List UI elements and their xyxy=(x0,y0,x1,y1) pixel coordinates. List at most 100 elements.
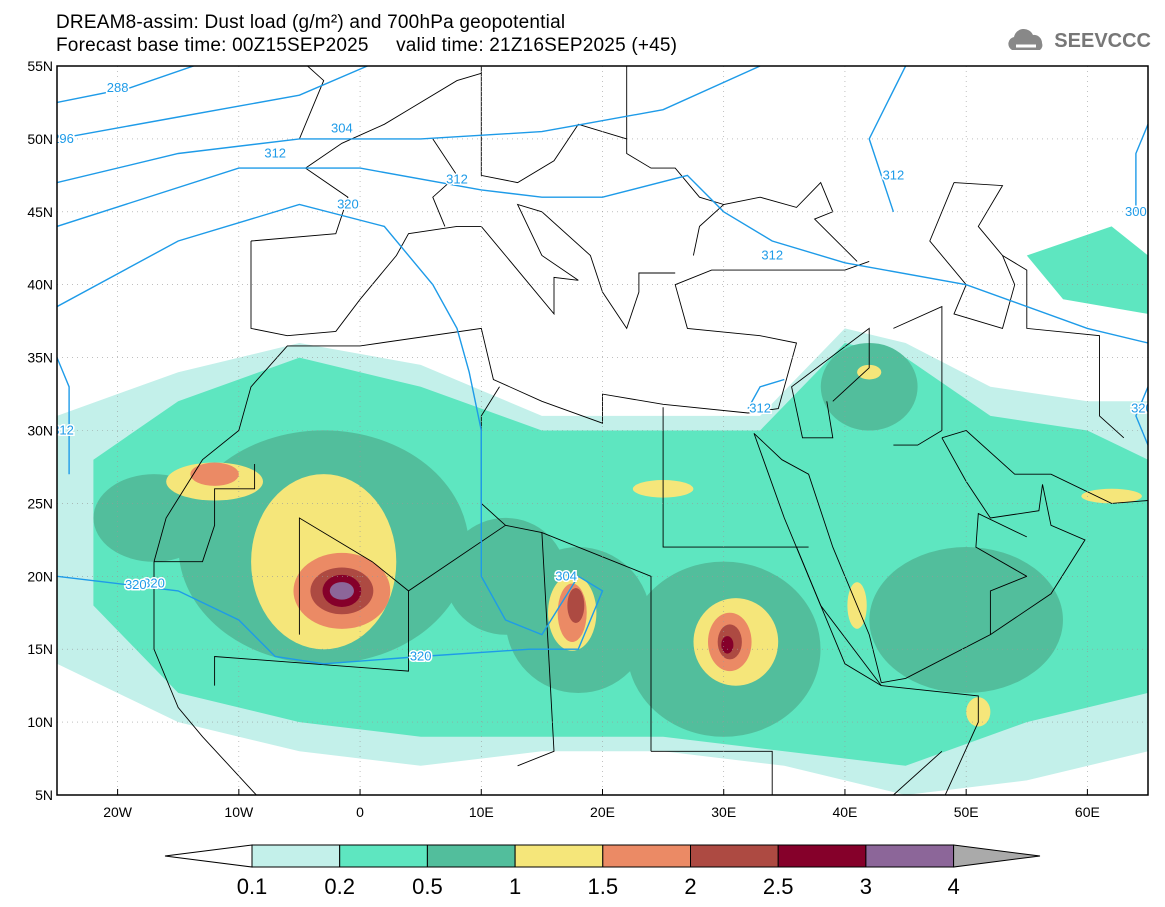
lon-label: 20E xyxy=(590,804,615,820)
contour-label: 312 xyxy=(52,423,74,438)
border-line xyxy=(929,182,1016,329)
colorbar-swatch-0.2 xyxy=(339,844,428,868)
border-line xyxy=(626,66,724,205)
lon-label: 50E xyxy=(954,804,979,820)
lat-label: 30N xyxy=(27,423,53,439)
colorbar-label: 2.5 xyxy=(763,874,794,899)
lat-label: 40N xyxy=(27,277,53,293)
border-line xyxy=(791,327,870,439)
colorbar-over-arrow xyxy=(953,844,1041,868)
contour-label: 304 xyxy=(331,121,353,136)
border-line xyxy=(1002,255,1125,439)
colorbar-swatch-2 xyxy=(690,844,779,868)
lon-label: 60E xyxy=(1075,804,1100,820)
contour-label: 312 xyxy=(761,248,783,263)
lon-label: 0 xyxy=(356,804,364,820)
map-title: DREAM8-assim: Dust load (g/m²) and 700hP… xyxy=(56,12,566,33)
lon-label: 20W xyxy=(103,804,133,820)
colorbar-label: 1 xyxy=(509,874,521,899)
geopotential-contour xyxy=(868,66,907,213)
border-line xyxy=(893,750,943,795)
border-line xyxy=(753,433,882,683)
contour-label: 312 xyxy=(749,401,771,416)
lat-label: 50N xyxy=(27,131,53,147)
colorbar-under-arrow xyxy=(164,844,253,868)
contour-label: 312 xyxy=(446,172,468,187)
contour-label: 300 xyxy=(1125,204,1147,219)
border-line xyxy=(298,66,325,140)
lat-label: 5N xyxy=(35,787,53,803)
forecast-times: Forecast base time: 00Z15SEP2025 valid t… xyxy=(56,35,678,56)
border-line xyxy=(941,429,1148,504)
colorbar-label: 0.2 xyxy=(324,874,355,899)
dust-0.5-area xyxy=(869,547,1063,694)
lon-label: 40E xyxy=(832,804,857,820)
contour-label: 296 xyxy=(52,131,74,146)
contour-label: 288 xyxy=(107,80,129,95)
logo-text: SEEVCCC xyxy=(1054,29,1151,52)
border-line xyxy=(153,561,257,795)
contour-label: 320 xyxy=(1131,401,1153,416)
colorbar-label: 2 xyxy=(684,874,696,899)
dust-0.2-area-caspian xyxy=(1026,226,1148,314)
dust-1.5-area xyxy=(190,462,239,486)
dust-3-area xyxy=(329,582,354,600)
geopotential-contour xyxy=(1135,124,1148,212)
lat-label: 20N xyxy=(27,568,53,584)
colorbar-label: 0.1 xyxy=(237,874,268,899)
lon-label: 10W xyxy=(224,804,254,820)
geopotential-contour xyxy=(57,66,196,104)
border-line xyxy=(796,546,882,686)
border-line xyxy=(480,66,627,184)
contour-label: 320 xyxy=(143,576,165,591)
lat-label: 55N xyxy=(27,58,53,74)
colorbar-swatch-1 xyxy=(514,844,604,868)
colorbar-label: 3 xyxy=(860,874,872,899)
colorbar-swatch-2.5 xyxy=(777,844,867,868)
geopotential-contour xyxy=(1135,386,1148,446)
dust-0.5-area xyxy=(820,342,918,431)
lon-label: 30E xyxy=(711,804,736,820)
contour-label: 312 xyxy=(883,167,905,182)
border-line xyxy=(651,750,894,795)
map-layer: 2882963043123123123123203203203203123043… xyxy=(52,66,1153,795)
dust-0.5-area xyxy=(445,517,567,635)
border-line xyxy=(154,464,256,563)
lat-label: 45N xyxy=(27,204,53,220)
seevccc-logo: SEEVCCC xyxy=(1004,28,1151,54)
colorbar-swatch-0.1 xyxy=(251,844,341,868)
colorbar-swatch-3 xyxy=(865,844,955,868)
border-line xyxy=(432,138,458,227)
border-line xyxy=(692,181,858,262)
lat-label: 10N xyxy=(27,714,53,730)
colorbar-label: 1.5 xyxy=(588,874,619,899)
geopotential-contour xyxy=(57,357,70,475)
border-line xyxy=(517,532,555,767)
border-line xyxy=(662,407,809,548)
lat-label: 15N xyxy=(27,641,53,657)
lon-label: 10E xyxy=(469,804,494,820)
geopotential-contour xyxy=(57,66,761,184)
contour-label: 304 xyxy=(555,568,577,583)
border-line xyxy=(975,512,1028,635)
lat-label: 35N xyxy=(27,350,53,366)
contour-label: 312 xyxy=(264,145,286,160)
border-line xyxy=(250,203,676,337)
border-line xyxy=(298,517,652,752)
border-line xyxy=(250,72,482,242)
border-line xyxy=(214,590,409,686)
colorbar-swatch-1.5 xyxy=(602,844,691,868)
contour-label: 320 xyxy=(337,197,359,212)
lat-label: 25N xyxy=(27,495,53,511)
colorbar-swatch-0.5 xyxy=(426,844,516,868)
contour-label: 320 xyxy=(125,577,147,592)
geopotential-contour xyxy=(57,203,604,665)
dust-2.5-area xyxy=(721,636,734,654)
border-line xyxy=(153,260,870,562)
geopotential-contour xyxy=(57,66,370,140)
contour-label: 320 xyxy=(410,648,432,663)
colorbar-label: 4 xyxy=(947,874,959,899)
geopotential-contour xyxy=(747,378,785,409)
